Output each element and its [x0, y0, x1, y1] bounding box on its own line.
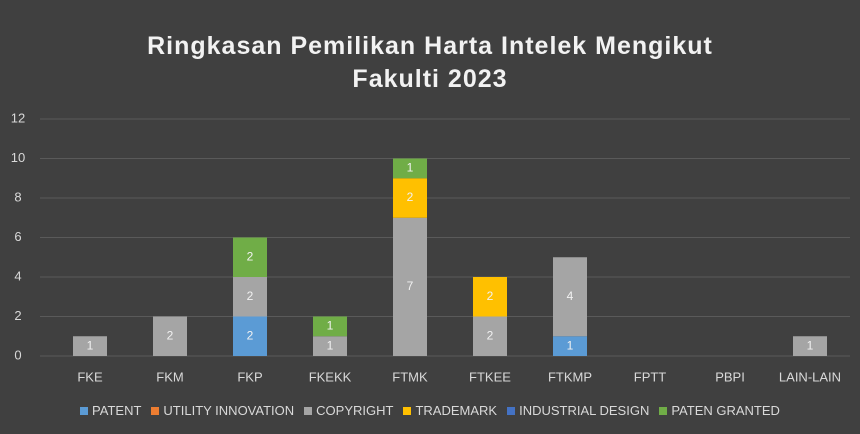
legend-item: INDUSTRIAL DESIGN [507, 403, 649, 418]
bar-segment [233, 237, 267, 277]
legend-swatch [507, 406, 516, 415]
y-tick-label: 8 [14, 189, 21, 204]
bar-segment [473, 316, 507, 356]
data-label: 1 [87, 338, 94, 352]
data-label: 1 [407, 161, 414, 175]
x-tick-label: FPTT [634, 369, 667, 384]
x-tick-label: FTKMP [548, 369, 592, 384]
y-tick-label: 6 [14, 229, 21, 244]
bar-segment [313, 336, 347, 356]
x-tick-label: FKE [77, 369, 103, 384]
data-label: 2 [487, 289, 494, 303]
legend-swatch [659, 406, 668, 415]
legend-label: COPYRIGHT [316, 403, 394, 418]
data-label: 2 [247, 328, 254, 342]
x-tick-label: FTKEE [469, 369, 511, 384]
bar-segment [793, 336, 827, 356]
legend-swatch [403, 406, 412, 415]
x-tick-label: FKP [237, 369, 262, 384]
data-label: 2 [247, 249, 254, 263]
bar-segment [233, 316, 267, 356]
data-label: 1 [807, 338, 814, 352]
data-label: 2 [167, 328, 174, 342]
bar-segment [233, 277, 267, 317]
bar-segment [553, 336, 587, 356]
chart-title: Ringkasan Pemilikan Harta Intelek Mengik… [147, 32, 713, 93]
y-tick-label: 0 [14, 347, 21, 362]
legend-swatch [80, 406, 89, 415]
data-label: 7 [407, 279, 414, 293]
legend-swatch [151, 406, 160, 415]
bar-segment [553, 257, 587, 337]
bar-segment [153, 316, 187, 356]
x-tick-label: FKM [156, 369, 183, 384]
y-tick-label: 4 [14, 268, 21, 283]
data-label: 1 [327, 338, 334, 352]
legend: PATENT UTILITY INNOVATION COPYRIGHT TRADEMA… [0, 403, 860, 418]
y-tick-label: 2 [14, 308, 21, 323]
bar-segment [473, 277, 507, 317]
legend-label: PATEN GRANTED [671, 403, 780, 418]
legend-item: COPYRIGHT [304, 403, 393, 418]
x-tick-label: LAIN-LAIN [779, 369, 841, 384]
legend-label: INDUSTRIAL DESIGN [519, 403, 650, 418]
legend-label: UTILITY INNOVATION [163, 403, 295, 418]
legend-item: PATEN GRANTED [659, 403, 780, 418]
bar-segment [313, 316, 347, 337]
bar-segment [393, 158, 427, 179]
bar-segment [393, 178, 427, 218]
y-tick-label: 12 [11, 110, 25, 125]
data-label: 1 [567, 338, 574, 352]
data-label: 1 [327, 319, 334, 333]
data-label: 4 [567, 289, 574, 303]
legend-item: UTILITY INNOVATION [151, 403, 294, 418]
x-tick-label: FKEKK [309, 369, 352, 384]
bar-segment [73, 336, 107, 356]
x-tick-label: FTMK [392, 369, 428, 384]
data-label: 2 [487, 328, 494, 342]
legend-label: PATENT [92, 403, 142, 418]
y-tick-label: 10 [11, 150, 25, 165]
data-label: 2 [247, 289, 254, 303]
legend-swatch [304, 406, 313, 415]
legend-item: TRADEMARK [403, 403, 497, 418]
bar-segment [393, 217, 427, 356]
legend-label: TRADEMARK [415, 403, 498, 418]
data-label: 2 [407, 190, 414, 204]
legend-item: PATENT [80, 403, 141, 418]
x-tick-label: PBPI [715, 369, 745, 384]
